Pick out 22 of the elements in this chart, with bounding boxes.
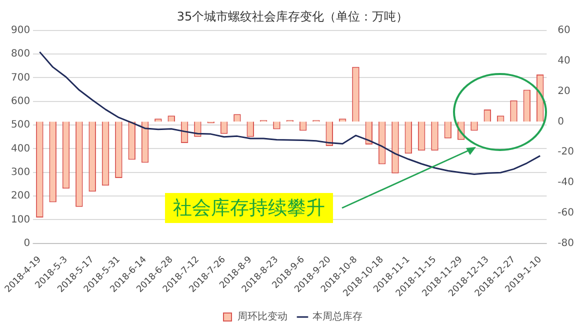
y-tick-label: 700 xyxy=(10,72,30,84)
y-tick-label: 500 xyxy=(10,120,30,131)
y2-tick-label: 60 xyxy=(558,24,570,36)
y2-tick-label: -20 xyxy=(558,146,574,158)
annotation: 社会库存持续攀升 xyxy=(165,193,333,223)
y-tick-label: 0 xyxy=(24,238,30,249)
y2-tick-label: 40 xyxy=(558,55,570,66)
y2-tick-label: -40 xyxy=(558,177,574,188)
y-tick-label: 400 xyxy=(10,143,30,154)
y-tick-label: 600 xyxy=(10,96,30,107)
y2-tick-label: -60 xyxy=(558,208,574,219)
y-tick-label: 300 xyxy=(10,166,30,178)
y-tick-label: 800 xyxy=(10,48,30,60)
chart-title: 35个城市螺纹社会库存变化（单位：万吨） xyxy=(176,9,408,24)
y2-tick-label: -80 xyxy=(558,238,574,249)
legend-label: 周环比变动 xyxy=(238,310,288,323)
y-tick-label: 900 xyxy=(10,24,30,36)
y-tick-label: 200 xyxy=(10,190,30,202)
legend-label: 本周总库存 xyxy=(312,310,362,323)
y2-tick-label: 20 xyxy=(558,86,570,97)
y-tick-label: 100 xyxy=(10,214,30,226)
y2-tick-label: 0 xyxy=(558,116,564,128)
